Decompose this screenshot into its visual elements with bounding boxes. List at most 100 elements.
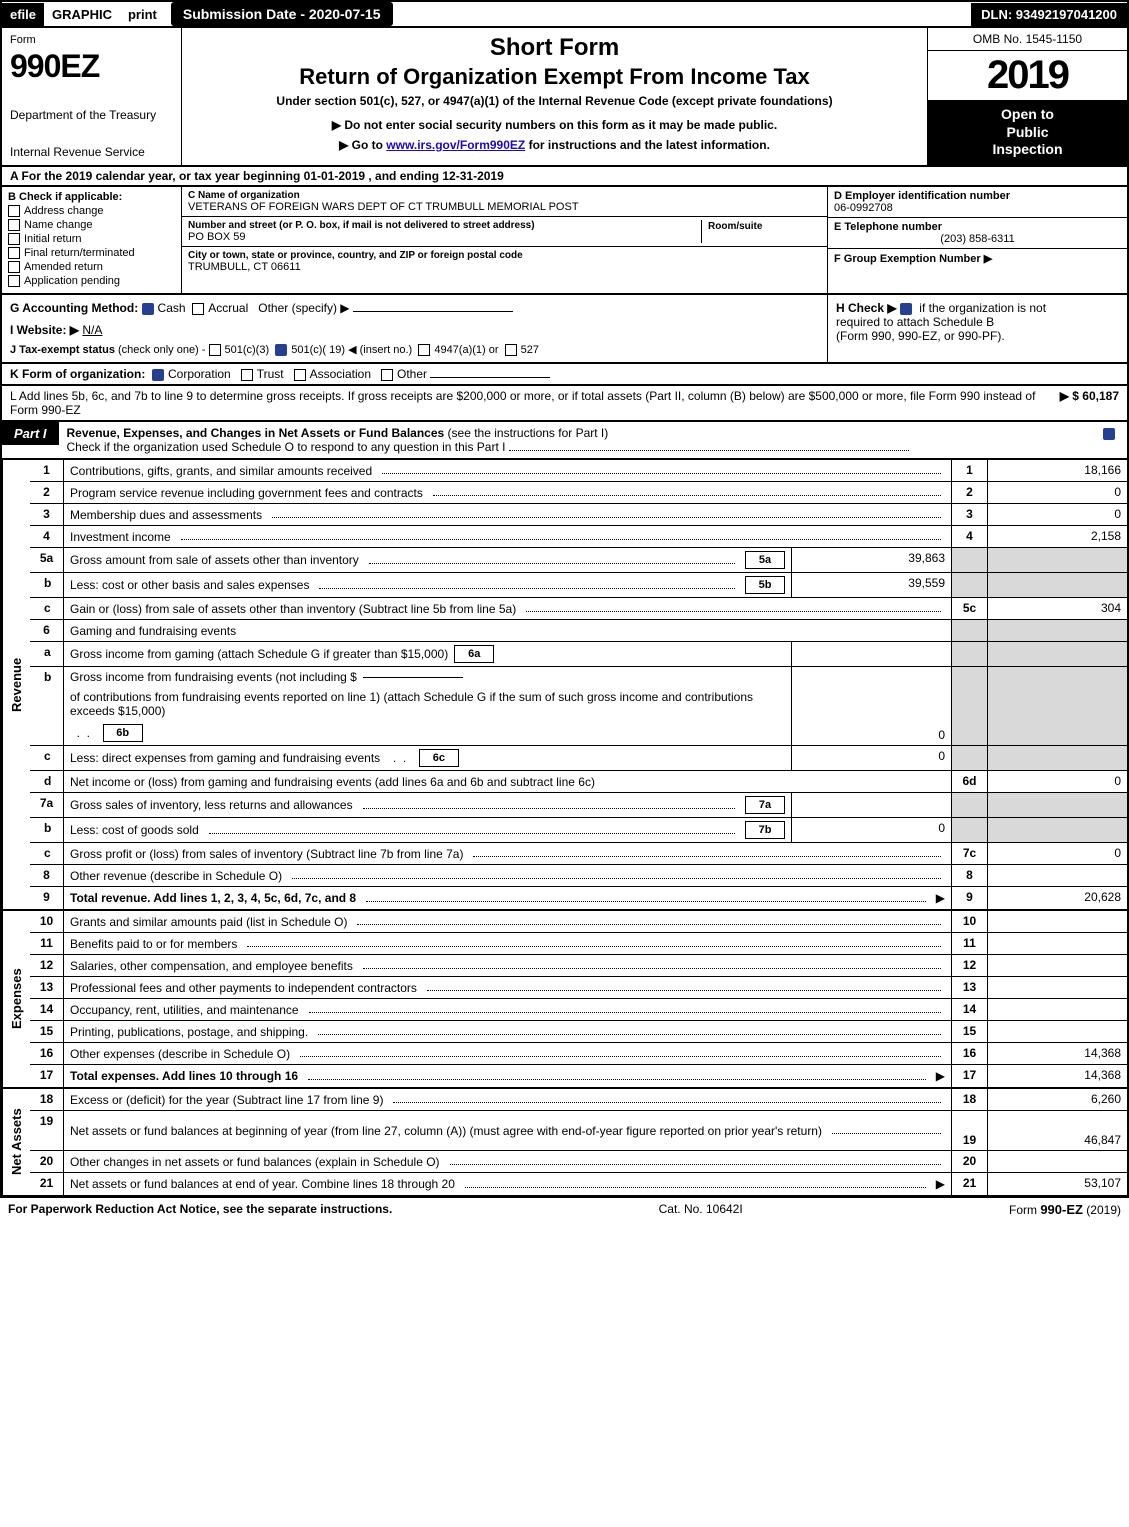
line-7b-val: 0 [791,818,951,842]
chk-4947[interactable] [418,344,430,356]
line-19-desc: Net assets or fund balances at beginning… [70,1124,822,1138]
expenses-grid: Expenses 10Grants and similar amounts pa… [0,911,1129,1089]
chk-application-pending[interactable] [8,275,20,287]
line-10-val [987,911,1127,932]
line-a-tax-year: A For the 2019 calendar year, or tax yea… [0,167,1129,187]
line-5c-desc: Gain or (loss) from sale of assets other… [70,602,516,616]
net-assets-grid: Net Assets 18Excess or (deficit) for the… [0,1089,1129,1197]
line-7a-desc: Gross sales of inventory, less returns a… [70,798,353,812]
chk-schedule-o-used[interactable] [1103,428,1115,440]
chk-association[interactable] [294,369,306,381]
street-label: Number and street (or P. O. box, if mail… [188,220,701,231]
chk-501c3[interactable] [209,344,221,356]
print-link[interactable]: print [120,3,165,26]
city-value: TRUMBULL, CT 06611 [188,261,821,273]
line-6c-desc: Less: direct expenses from gaming and fu… [70,751,380,765]
goto-pre: ▶ Go to [339,138,386,152]
line-13-val [987,977,1127,998]
line-21-desc: Net assets or fund balances at end of ye… [70,1177,455,1191]
chk-amended-return[interactable] [8,261,20,273]
line-6b-val: 0 [791,667,951,745]
line-1-val: 18,166 [987,460,1127,481]
chk-corporation[interactable] [152,369,164,381]
line-9-val: 20,628 [987,887,1127,909]
line-4-desc: Investment income [70,530,171,544]
dept-line-2: Internal Revenue Service [10,145,173,159]
chk-trust[interactable] [241,369,253,381]
line-5c-val: 304 [987,598,1127,619]
line-6b-blank[interactable] [363,677,463,678]
ein-value: 06-0992708 [834,202,1121,214]
expenses-side-label: Expenses [2,911,30,1087]
short-form-title: Short Form [192,34,917,62]
line-16-val: 14,368 [987,1043,1127,1064]
line-10-desc: Grants and similar amounts paid (list in… [70,915,347,929]
line-5b-val: 39,559 [791,573,951,597]
line-19-val: 46,847 [987,1111,1127,1150]
line-5a-val: 39,863 [791,548,951,572]
form-number: 990EZ [10,48,173,85]
tel-label: E Telephone number [834,221,1121,233]
irs-link[interactable]: www.irs.gov/Form990EZ [386,138,525,152]
graphic-label: GRAPHIC [44,3,120,26]
chk-501c[interactable] [275,344,287,356]
chk-final-return[interactable] [8,247,20,259]
dln-label: DLN: 93492197041200 [971,3,1127,26]
line-7a-val [791,793,951,817]
page-footer: For Paperwork Reduction Act Notice, see … [0,1197,1129,1221]
row-k: K Form of organization: Corporation Trus… [0,364,1129,386]
line-4-val: 2,158 [987,526,1127,547]
line-18-val: 6,260 [987,1089,1127,1110]
website-label: I Website: ▶ [10,323,79,337]
line-15-val [987,1021,1127,1042]
tel-value: (203) 858-6311 [834,233,1121,245]
chk-527[interactable] [505,344,517,356]
efile-label[interactable]: efile [2,3,44,26]
part-i-instr: (see the instructions for Part I) [448,426,609,440]
line-17-desc: Total expenses. Add lines 10 through 16 [70,1069,298,1083]
chk-accrual[interactable] [192,303,204,315]
form-ref: Form 990-EZ (2019) [1009,1202,1121,1217]
line-8-desc: Other revenue (describe in Schedule O) [70,869,282,883]
open-to-public-inspection: Open to Public Inspection [928,100,1127,165]
accounting-other-input[interactable] [353,311,513,312]
form-word: Form [10,34,173,46]
part-i-check-text: Check if the organization used Schedule … [67,440,506,454]
arrow-icon: ▶ [936,1069,945,1083]
gross-receipts-text: L Add lines 5b, 6c, and 7b to line 9 to … [10,389,1060,417]
ein-label: D Employer identification number [834,190,1121,202]
line-6a-val [791,642,951,666]
line-7c-val: 0 [987,843,1127,864]
return-title: Return of Organization Exempt From Incom… [192,64,917,90]
entity-info-block: B Check if applicable: Address change Na… [0,187,1129,296]
box-c: C Name of organization VETERANS OF FOREI… [182,187,827,294]
chk-other-org[interactable] [381,369,393,381]
line-11-desc: Benefits paid to or for members [70,937,237,951]
cat-no: Cat. No. 10642I [659,1202,743,1217]
tax-year: 2019 [928,51,1127,100]
submission-date-pill: Submission Date - 2020-07-15 [171,2,393,26]
form-of-org-label: K Form of organization: [10,367,145,381]
box-h: H Check ▶ if the organization is not req… [827,295,1127,362]
chk-initial-return[interactable] [8,233,20,245]
do-not-enter-text: ▶ Do not enter social security numbers o… [192,118,917,132]
box-def: D Employer identification number 06-0992… [827,187,1127,294]
line-12-val [987,955,1127,976]
box-b: B Check if applicable: Address change Na… [2,187,182,294]
other-org-input[interactable] [430,377,550,378]
gross-receipts-amount: ▶ $ 60,187 [1060,389,1119,417]
rows-ghij: G Accounting Method: Cash Accrual Other … [0,295,1129,364]
row-l: L Add lines 5b, 6c, and 7b to line 9 to … [0,386,1129,422]
chk-schedule-b-not-required[interactable] [900,303,912,315]
chk-cash[interactable] [142,303,154,315]
chk-name-change[interactable] [8,219,20,231]
line-5a-desc: Gross amount from sale of assets other t… [70,553,359,567]
org-name-label: C Name of organization [188,190,821,201]
city-label: City or town, state or province, country… [188,250,821,261]
pra-notice: For Paperwork Reduction Act Notice, see … [8,1202,392,1217]
line-21-val: 53,107 [987,1173,1127,1195]
line-18-desc: Excess or (deficit) for the year (Subtra… [70,1093,383,1107]
chk-address-change[interactable] [8,205,20,217]
dept-line-1: Department of the Treasury [10,108,173,122]
part-i-tag: Part I [2,422,59,445]
